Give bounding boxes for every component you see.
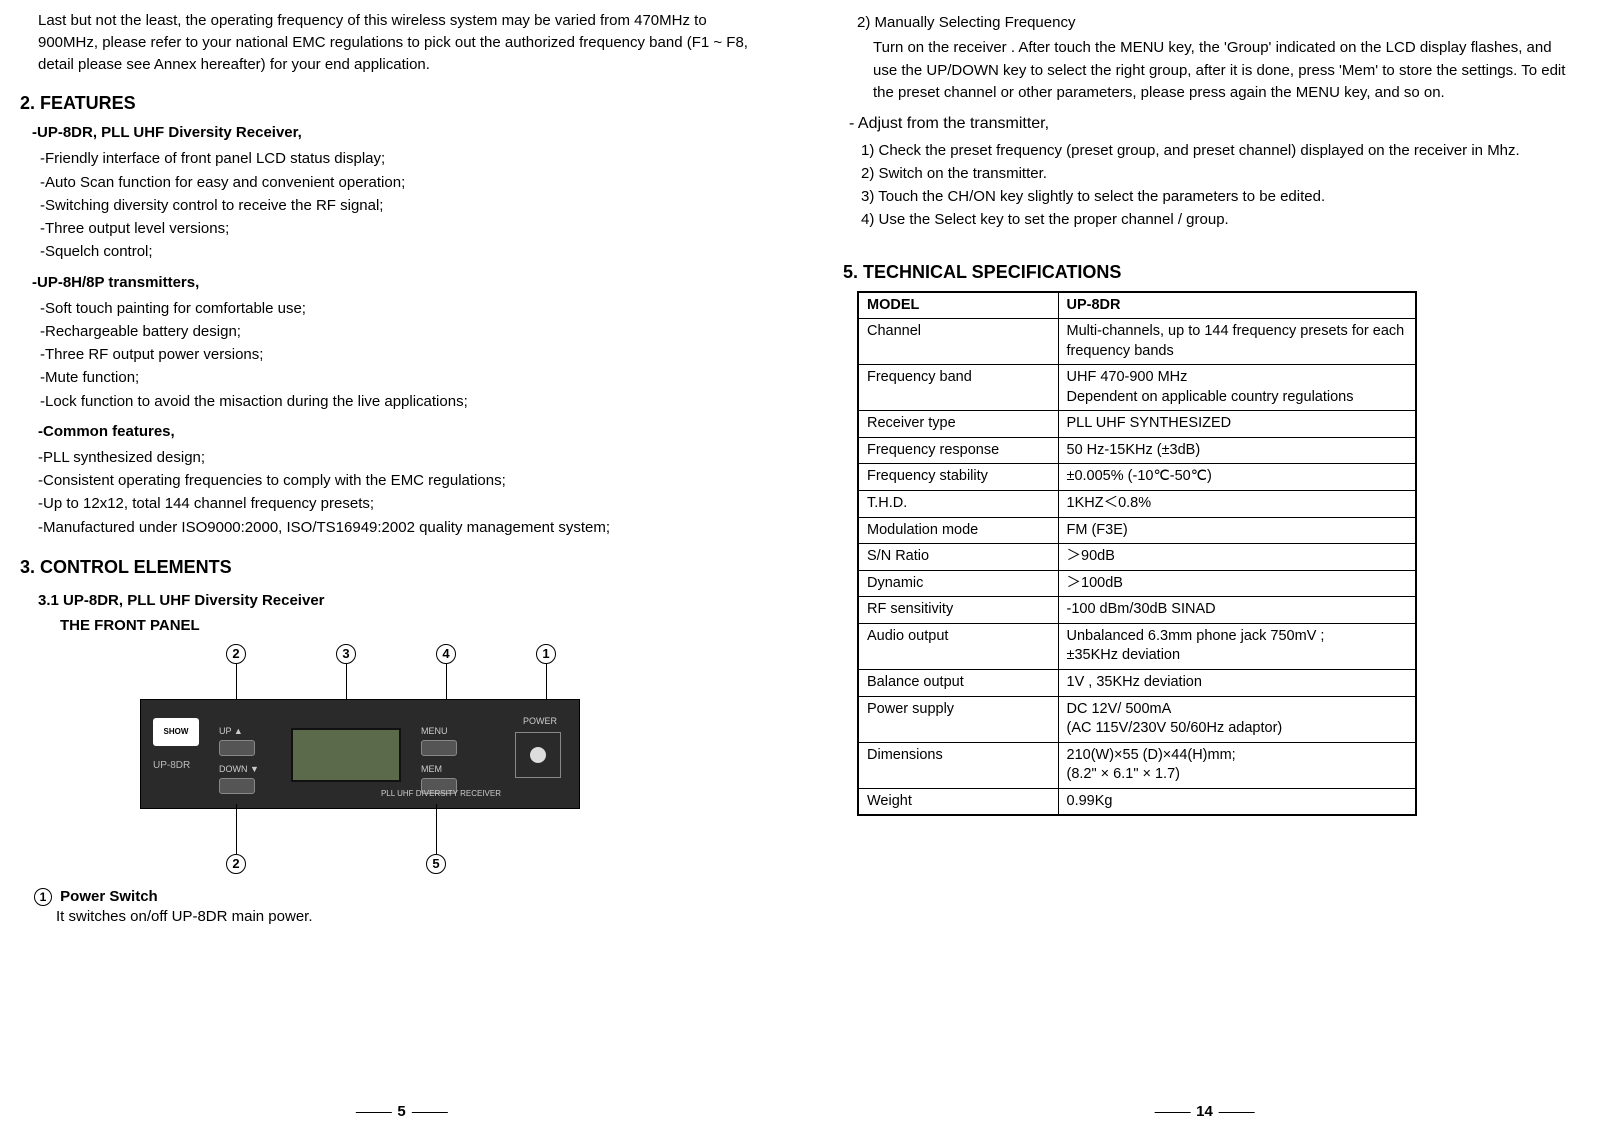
list-item: -Soft touch painting for comfortable use… <box>40 297 763 320</box>
callout-3-top: 3 <box>336 644 356 664</box>
table-row: Receiver typePLL UHF SYNTHESIZED <box>858 411 1416 438</box>
list-item: -Switching diversity control to receive … <box>40 194 763 217</box>
list-item: 1) Check the preset frequency (preset gr… <box>861 139 1576 162</box>
down-label: DOWN ▼ <box>219 764 259 774</box>
menu-label: MENU <box>421 726 448 736</box>
item-1-desc: It switches on/off UP-8DR main power. <box>56 908 763 925</box>
common-feature-list: -PLL synthesized design;-Consistent oper… <box>38 446 763 539</box>
section-2-features: 2. FEATURES <box>20 93 763 114</box>
callout-5-bottom: 5 <box>426 854 446 874</box>
list-item: -Auto Scan function for easy and conveni… <box>40 171 763 194</box>
table-row: ChannelMulti-channels, up to 144 frequen… <box>858 319 1416 365</box>
receiver-heading: -UP-8DR, PLL UHF Diversity Receiver, <box>32 124 763 141</box>
manual-freq-body: Turn on the receiver . After touch the M… <box>873 37 1576 105</box>
receiver-label: PLL UHF DIVERSITY RECEIVER <box>381 789 501 798</box>
list-item: -Rechargeable battery design; <box>40 320 763 343</box>
model-name: UP-8DR <box>153 760 190 771</box>
section-3-control: 3. CONTROL ELEMENTS <box>20 557 763 578</box>
spec-table: MODEL UP-8DR ChannelMulti-channels, up t… <box>857 291 1417 817</box>
table-row: Modulation modeFM (F3E) <box>858 517 1416 544</box>
spec-header-model: MODEL <box>858 292 1058 319</box>
table-row: Dimensions210(W)×55 (D)×44(H)mm;(8.2" × … <box>858 742 1416 788</box>
list-item: 2) Switch on the transmitter. <box>861 162 1576 185</box>
list-item: -Squelch control; <box>40 240 763 263</box>
manual-freq-heading: 2) Manually Selecting Frequency <box>857 14 1576 31</box>
list-item: 4) Use the Select key to set the proper … <box>861 208 1576 231</box>
section-3-1: 3.1 UP-8DR, PLL UHF Diversity Receiver <box>38 592 763 609</box>
table-row: S/N Ratio＞90dB <box>858 544 1416 571</box>
list-item: -Mute function; <box>40 366 763 389</box>
power-label: POWER <box>523 716 557 726</box>
down-button[interactable] <box>219 778 255 794</box>
front-panel-label: THE FRONT PANEL <box>60 617 763 634</box>
transmitter-heading: -UP-8H/8P transmitters, <box>32 274 763 291</box>
page-number-right: 14 <box>1148 1103 1261 1120</box>
callout-4-top: 4 <box>436 644 456 664</box>
callout-2-bottom: 2 <box>226 854 246 874</box>
receiver-panel: SHOW UP-8DR UP ▲ DOWN ▼ MENU MEM POWER P… <box>140 699 580 809</box>
mem-label: MEM <box>421 764 442 774</box>
transmitter-feature-list: -Soft touch painting for comfortable use… <box>40 297 763 413</box>
logo: SHOW <box>153 718 199 746</box>
page-number-left: 5 <box>349 1103 453 1120</box>
table-row: Frequency bandUHF 470-900 MHzDependent o… <box>858 365 1416 411</box>
list-item: -Manufactured under ISO9000:2000, ISO/TS… <box>38 516 763 539</box>
list-item: 3) Touch the CH/ON key slightly to selec… <box>861 185 1576 208</box>
table-row: Audio outputUnbalanced 6.3mm phone jack … <box>858 623 1416 669</box>
menu-button[interactable] <box>421 740 457 756</box>
table-row: Weight0.99Kg <box>858 788 1416 815</box>
power-switch[interactable] <box>515 732 561 778</box>
page-left: Last but not the least, the operating fr… <box>0 0 803 1128</box>
table-row: Frequency response50 Hz-15KHz (±3dB) <box>858 437 1416 464</box>
section-5-specs: 5. TECHNICAL SPECIFICATIONS <box>843 262 1576 283</box>
list-item: -Up to 12x12, total 144 channel frequenc… <box>38 492 763 515</box>
list-item: -Friendly interface of front panel LCD s… <box>40 147 763 170</box>
item-1-number: 1 <box>34 888 52 906</box>
up-button[interactable] <box>219 740 255 756</box>
common-heading: -Common features, <box>38 423 763 440</box>
intro-paragraph: Last but not the least, the operating fr… <box>38 10 763 75</box>
item-1-row: 1 Power Switch <box>34 888 763 906</box>
list-item: -Consistent operating frequencies to com… <box>38 469 763 492</box>
front-panel-diagram: 2 3 4 1 SHOW UP-8DR UP ▲ DOWN ▼ MENU MEM… <box>140 644 580 874</box>
callout-2-top: 2 <box>226 644 246 664</box>
table-row: Balance output1V , 35KHz deviation <box>858 669 1416 696</box>
adjust-tx-heading: - Adjust from the transmitter, <box>849 115 1576 133</box>
table-row: Frequency stability±0.005% (-10℃-50℃) <box>858 464 1416 491</box>
table-row: T.H.D.1KHZ＜0.8% <box>858 491 1416 518</box>
list-item: -PLL synthesized design; <box>38 446 763 469</box>
up-label: UP ▲ <box>219 726 243 736</box>
callout-1-top: 1 <box>536 644 556 664</box>
receiver-feature-list: -Friendly interface of front panel LCD s… <box>40 147 763 263</box>
spec-header-value: UP-8DR <box>1058 292 1416 319</box>
lcd-display <box>291 728 401 782</box>
list-item: -Lock function to avoid the misaction du… <box>40 390 763 413</box>
table-row: Power supplyDC 12V/ 500mA(AC 115V/230V 5… <box>858 696 1416 742</box>
table-row: RF sensitivity-100 dBm/30dB SINAD <box>858 597 1416 624</box>
item-1-title: Power Switch <box>60 888 158 905</box>
spec-header-row: MODEL UP-8DR <box>858 292 1416 319</box>
list-item: -Three output level versions; <box>40 217 763 240</box>
adjust-tx-list: 1) Check the preset frequency (preset gr… <box>861 139 1576 232</box>
list-item: -Three RF output power versions; <box>40 343 763 366</box>
page-right: 2) Manually Selecting Frequency Turn on … <box>803 0 1606 1128</box>
table-row: Dynamic＞100dB <box>858 570 1416 597</box>
